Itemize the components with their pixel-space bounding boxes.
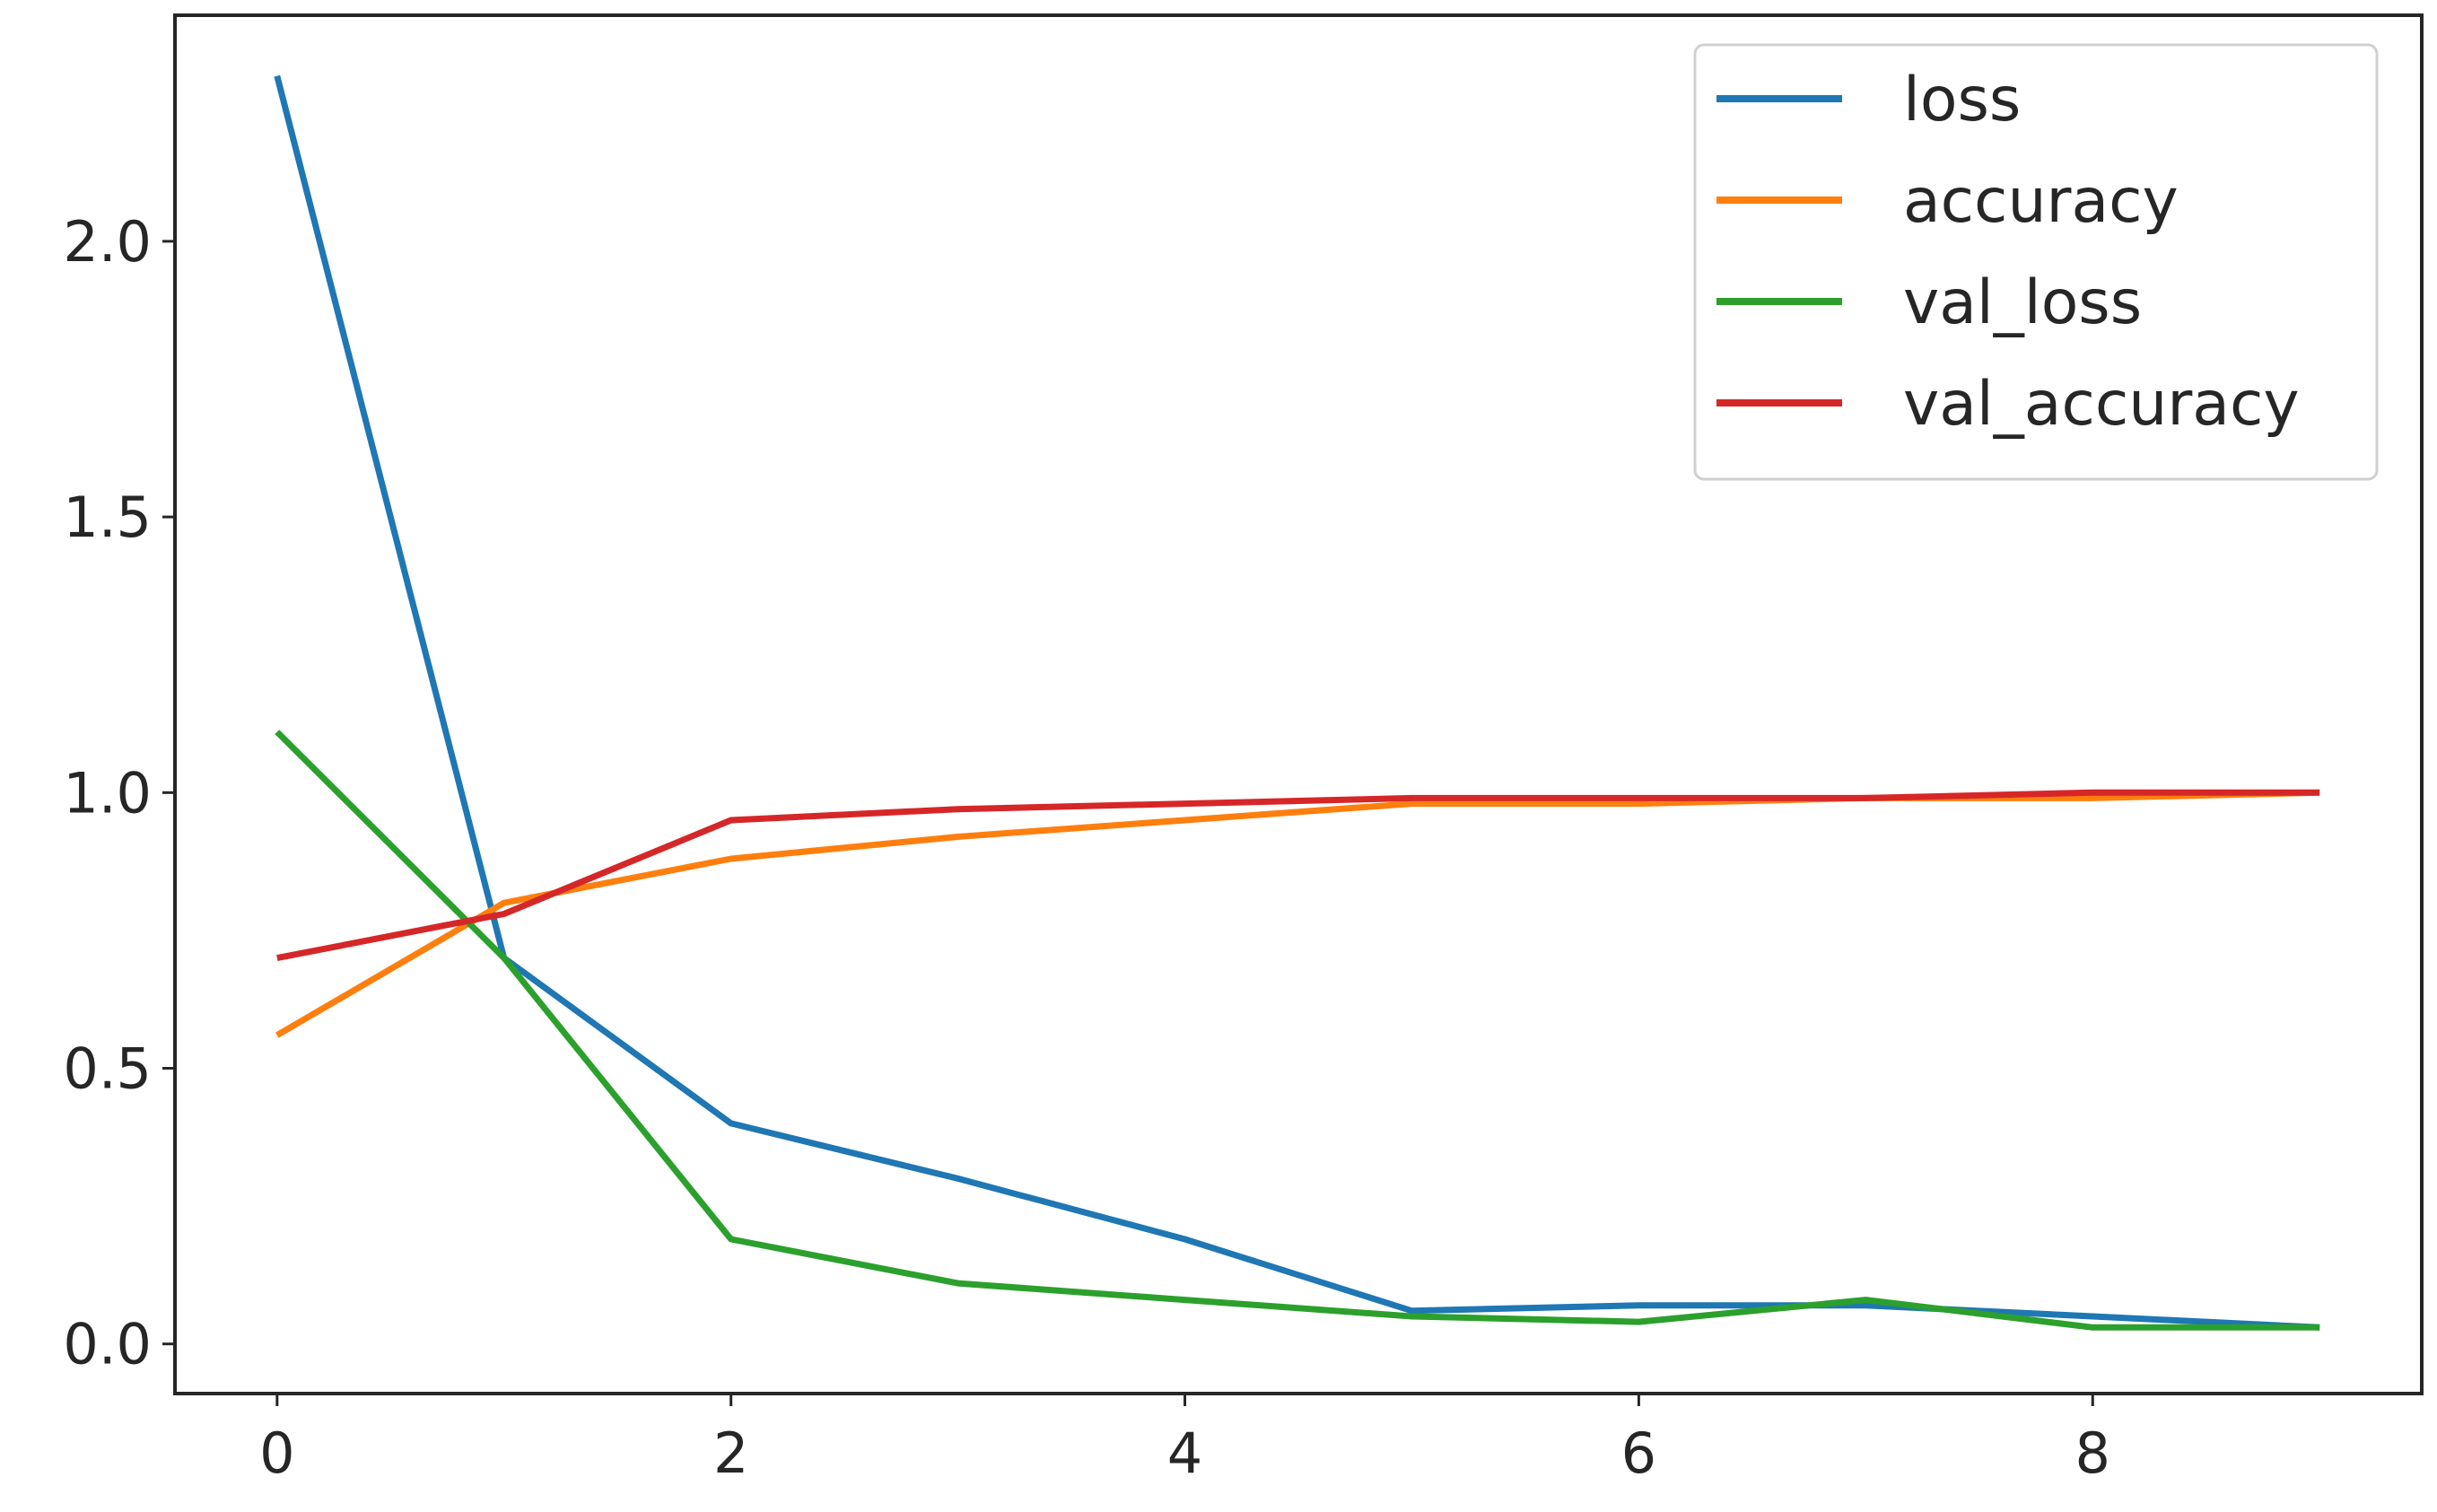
legend-label-loss: loss [1903, 65, 2021, 135]
legend: loss accuracy val_loss val_accuracy [1693, 43, 2379, 481]
plot-area-frame [173, 13, 2424, 1395]
series-line-val-loss [275, 730, 2320, 1331]
series-line-accuracy [275, 789, 2320, 1038]
legend-label-val-loss: val_loss [1903, 267, 2142, 338]
legend-label-accuracy: accuracy [1903, 166, 2179, 237]
x-tick-label: 0 [259, 1420, 294, 1486]
y-tick-label: 0.0 [63, 1312, 152, 1377]
y-tick-label: 2.0 [63, 209, 152, 275]
y-tick-label: 1.5 [63, 485, 152, 550]
x-tick-label: 8 [2075, 1420, 2110, 1486]
x-tick-label: 2 [713, 1420, 748, 1486]
y-tick-label: 1.0 [63, 760, 152, 826]
x-tick-label: 4 [1167, 1420, 1202, 1486]
series-lines [274, 74, 2320, 1331]
legend-box [1693, 43, 2379, 481]
series-line-val-accuracy [276, 789, 2320, 962]
y-axis-ticks: 0.0 0.5 1.0 1.5 2.0 [63, 209, 175, 1377]
x-tick-label: 6 [1621, 1420, 1656, 1486]
y-tick-label: 0.5 [63, 1036, 152, 1102]
x-axis-ticks: 0 2 4 6 8 [259, 1394, 2110, 1486]
legend-label-val-accuracy: val_accuracy [1903, 369, 2300, 440]
